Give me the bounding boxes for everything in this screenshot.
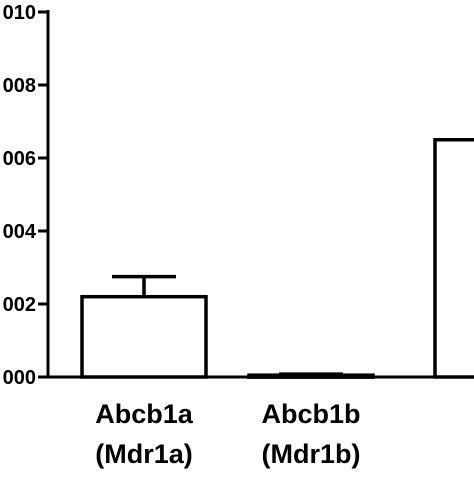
labels: 000 002 004 006 008 010 Abcb1a (Mdr1a) Abcb1b (Md… (3, 2, 361, 469)
x-tick-label: (Mdr1b) (262, 439, 361, 469)
y-tick-label: 004 (3, 221, 37, 243)
bars (80, 138, 474, 379)
bar (433, 138, 474, 379)
y-tick-label: 008 (3, 75, 36, 97)
y-tick-label: 006 (3, 148, 36, 170)
x-tick-label: (Mdr1a) (95, 439, 193, 469)
y-tick-label: 000 (3, 367, 36, 389)
bar (80, 294, 208, 379)
y-tick-label: 002 (3, 294, 36, 316)
x-tick-label: Abcb1b (261, 399, 360, 429)
x-tick-label: Abcb1a (95, 399, 194, 429)
y-tick-label: 010 (3, 2, 36, 24)
